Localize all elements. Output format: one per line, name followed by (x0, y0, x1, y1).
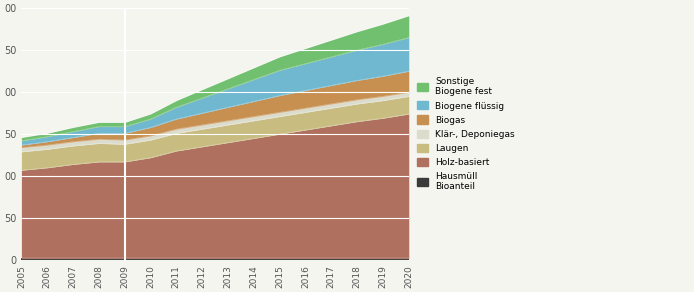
Legend: Sonstige
Biogene fest, Biogene flüssig, Biogas, Klär-, Deponiegas, Laugen, Holz-: Sonstige Biogene fest, Biogene flüssig, … (417, 77, 515, 191)
